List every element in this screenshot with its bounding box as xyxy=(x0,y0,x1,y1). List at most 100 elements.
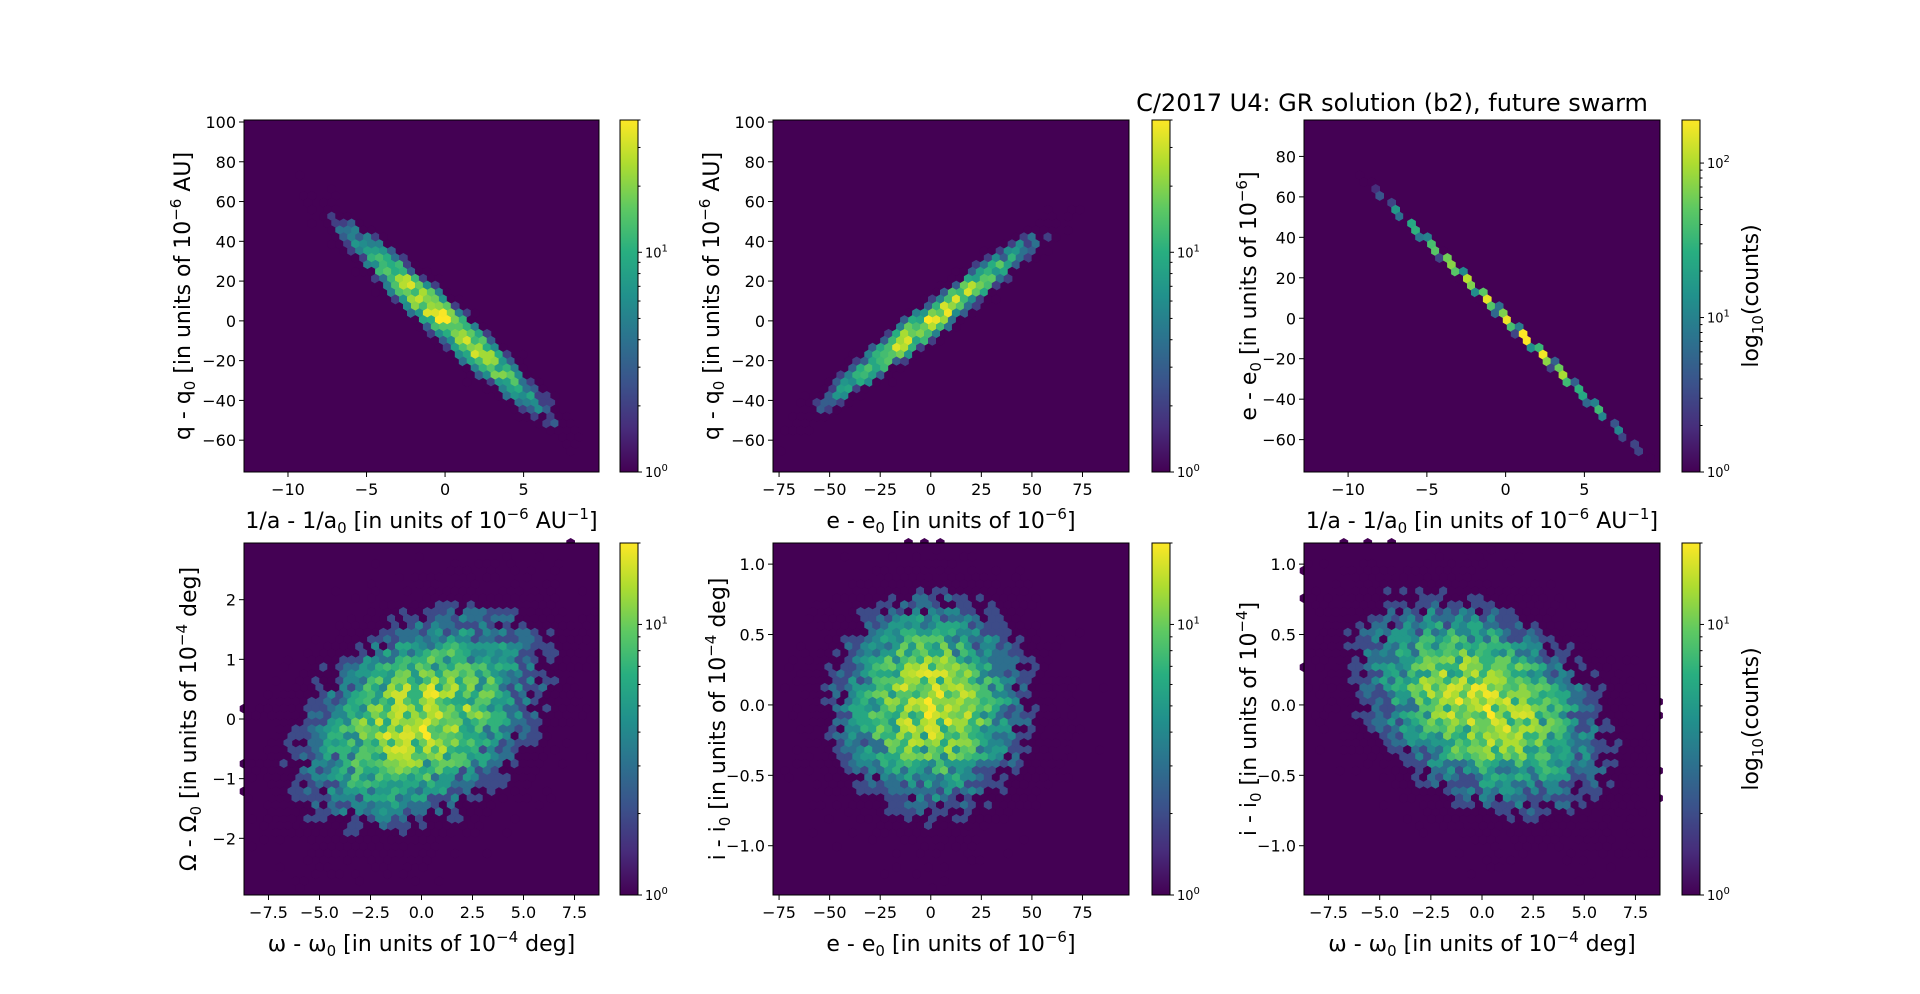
hexbin-cell xyxy=(1494,613,1504,624)
hexbin-cell xyxy=(482,613,492,624)
hexbin-cell xyxy=(450,627,460,638)
hexbin-cell xyxy=(979,765,989,776)
hexbin-cell xyxy=(363,627,372,638)
hexbin-cell xyxy=(936,841,945,852)
hexbin-cell xyxy=(522,384,532,395)
hexbin-cell xyxy=(383,786,392,797)
hexbin-cell xyxy=(430,322,440,332)
hexbin-cell xyxy=(824,404,834,415)
hexbin-cell xyxy=(1542,627,1552,638)
hexbin-cell xyxy=(355,627,364,638)
hexbin-cell xyxy=(474,738,484,749)
hexbin-cell xyxy=(1435,565,1444,576)
hexbin-cell xyxy=(1602,703,1612,714)
hexbin-cell xyxy=(514,370,524,381)
hexbin-cell xyxy=(896,717,905,728)
hexbin-cell xyxy=(422,322,432,332)
hexbin-cell xyxy=(1007,717,1017,728)
hexbin-cell xyxy=(1403,565,1412,576)
hexbin-cell xyxy=(518,758,528,769)
hexbin-cell xyxy=(1011,779,1021,790)
hexbin-cell xyxy=(430,772,440,783)
hexbin-cell xyxy=(876,710,885,721)
hexbin-cell xyxy=(947,641,957,652)
hexbin-cell xyxy=(534,377,544,388)
hexbin-cell xyxy=(1015,620,1025,631)
hexbin-cell xyxy=(1435,253,1444,263)
hexbin-cell xyxy=(951,280,961,291)
hexbin-cell xyxy=(1518,641,1528,652)
hexbin-cell xyxy=(848,363,857,374)
hexbin-cell xyxy=(323,724,332,735)
hexbin-cell xyxy=(335,689,344,700)
hexbin-cell xyxy=(999,634,1009,645)
hexbin-cell xyxy=(991,758,1001,769)
hexbin-cell xyxy=(975,800,985,811)
hexbin-cell xyxy=(1578,689,1588,700)
hexbin-cell xyxy=(1534,669,1544,680)
hexbin-cell xyxy=(510,377,520,388)
hexbin-cell xyxy=(542,689,552,700)
hexbin-cell xyxy=(888,377,897,388)
hexbin-cell xyxy=(1622,724,1631,735)
hexbin-cell xyxy=(872,731,881,742)
hexbin-cell xyxy=(1435,676,1444,686)
hexbin-cell xyxy=(251,765,261,776)
x-tick-label: 5.0 xyxy=(511,903,536,922)
hexbin-cell xyxy=(1562,717,1572,728)
hexbin-cell xyxy=(987,613,997,624)
hexbin-cell xyxy=(1451,731,1460,742)
hexbin-cell xyxy=(932,558,941,569)
hexbin-cell xyxy=(951,731,961,742)
x-tick-label: 2.5 xyxy=(1520,903,1545,922)
hexbin-cell xyxy=(498,793,508,804)
hexbin-cell xyxy=(418,862,428,873)
hexbin-cell xyxy=(534,731,544,742)
hexbin-cell xyxy=(928,786,937,797)
hexbin-cell xyxy=(363,613,372,624)
hexbin-cell xyxy=(442,627,452,638)
hexbin-cell xyxy=(967,703,977,714)
hexbin-cell xyxy=(1343,655,1353,666)
hexbin-cell xyxy=(1439,751,1448,762)
hexbin-cell xyxy=(367,620,376,631)
hexbin-cell xyxy=(1570,689,1580,700)
hexbin-cell xyxy=(844,356,853,367)
hexbin-cell xyxy=(868,834,877,845)
hexbin-cell xyxy=(403,613,412,624)
hexbin-cell xyxy=(458,641,468,652)
hexbin-cell xyxy=(530,738,540,749)
hexbin-cell xyxy=(1626,827,1635,838)
hexbin-cell xyxy=(1027,669,1037,680)
hexbin-cell xyxy=(291,724,301,735)
hexbin-cell xyxy=(1586,648,1596,659)
hexbin-cell xyxy=(1343,600,1353,611)
hexbin-cell xyxy=(963,586,973,597)
hexbin-cell xyxy=(343,731,352,742)
hexbin-cell xyxy=(1578,758,1588,769)
hexbin-cell xyxy=(530,696,540,707)
hexbin-cell xyxy=(287,689,297,700)
hexbin-cell xyxy=(1478,682,1488,693)
hexbin-cell xyxy=(1047,703,1057,714)
hexbin-cell xyxy=(1486,544,1496,555)
hexbin-cell xyxy=(1490,786,1500,797)
hexbin-cell xyxy=(888,648,897,659)
hexbin-cell xyxy=(422,731,432,742)
hexbin-cell xyxy=(884,738,893,749)
hexbin-cell xyxy=(936,731,945,742)
hexbin-cell xyxy=(888,676,897,686)
hexbin-cell xyxy=(1586,800,1596,811)
hexbin-cell xyxy=(820,600,830,611)
hexbin-cell xyxy=(904,662,913,673)
hexbin-cell xyxy=(900,710,909,721)
hexbin-cell xyxy=(482,328,492,339)
hexbin-cell xyxy=(1642,745,1651,755)
hexbin-cell xyxy=(1546,363,1556,374)
hexbin-cell xyxy=(466,613,476,624)
hexbin-cell xyxy=(387,820,396,831)
hexbin-cell xyxy=(347,793,356,804)
hexbin-cell xyxy=(470,689,480,700)
hexbin-cell xyxy=(1019,738,1029,749)
hexbin-cell xyxy=(418,613,428,624)
